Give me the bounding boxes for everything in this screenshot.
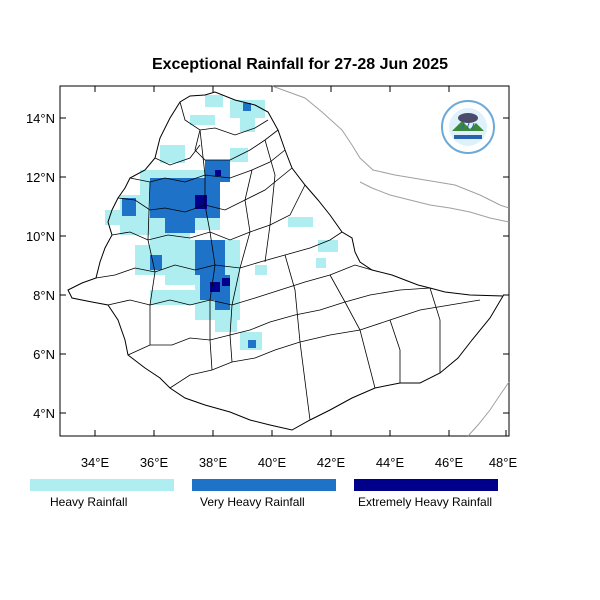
meteorology-institute-logo — [441, 100, 495, 154]
lat-labels: 4°N 6°N 8°N 10°N 12°N 14°N — [26, 111, 55, 421]
lon-label: 46°E — [435, 455, 464, 470]
lon-ticks — [94, 86, 507, 436]
lat-ticks — [60, 117, 509, 414]
lon-label: 34°E — [81, 455, 110, 470]
ethiopia-boundary — [67, 91, 504, 431]
legend-swatch-heavy — [30, 479, 174, 491]
lon-label: 36°E — [140, 455, 169, 470]
lat-label: 14°N — [26, 111, 55, 126]
lat-label: 8°N — [33, 288, 55, 303]
very-heavy-rainfall-areas — [122, 103, 256, 348]
legend-label-heavy: Heavy Rainfall — [50, 495, 128, 509]
lat-label: 4°N — [33, 406, 55, 421]
lon-label: 38°E — [199, 455, 228, 470]
lon-label: 42°E — [317, 455, 346, 470]
neighbour-borders — [271, 85, 510, 437]
lon-labels: 34°E 36°E 38°E 40°E 42°E 44°E 46°E 48°E — [81, 455, 518, 470]
legend-swatch-extremely-heavy — [354, 479, 498, 491]
lon-label: 44°E — [376, 455, 405, 470]
lat-label: 10°N — [26, 229, 55, 244]
map-title: Exceptional Rainfall for 27-28 Jun 2025 — [151, 56, 449, 73]
lat-label: 6°N — [33, 347, 55, 362]
legend-swatch-very-heavy — [192, 479, 336, 491]
lon-label: 40°E — [258, 455, 287, 470]
legend-label-extremely-heavy: Extremely Heavy Rainfall — [358, 495, 493, 509]
lat-label: 12°N — [26, 170, 55, 185]
lon-label: 48°E — [489, 455, 518, 470]
plot-border — [59, 85, 510, 437]
legend-label-very-heavy: Very Heavy Rainfall — [200, 495, 305, 509]
admin-boundaries — [95, 101, 481, 421]
